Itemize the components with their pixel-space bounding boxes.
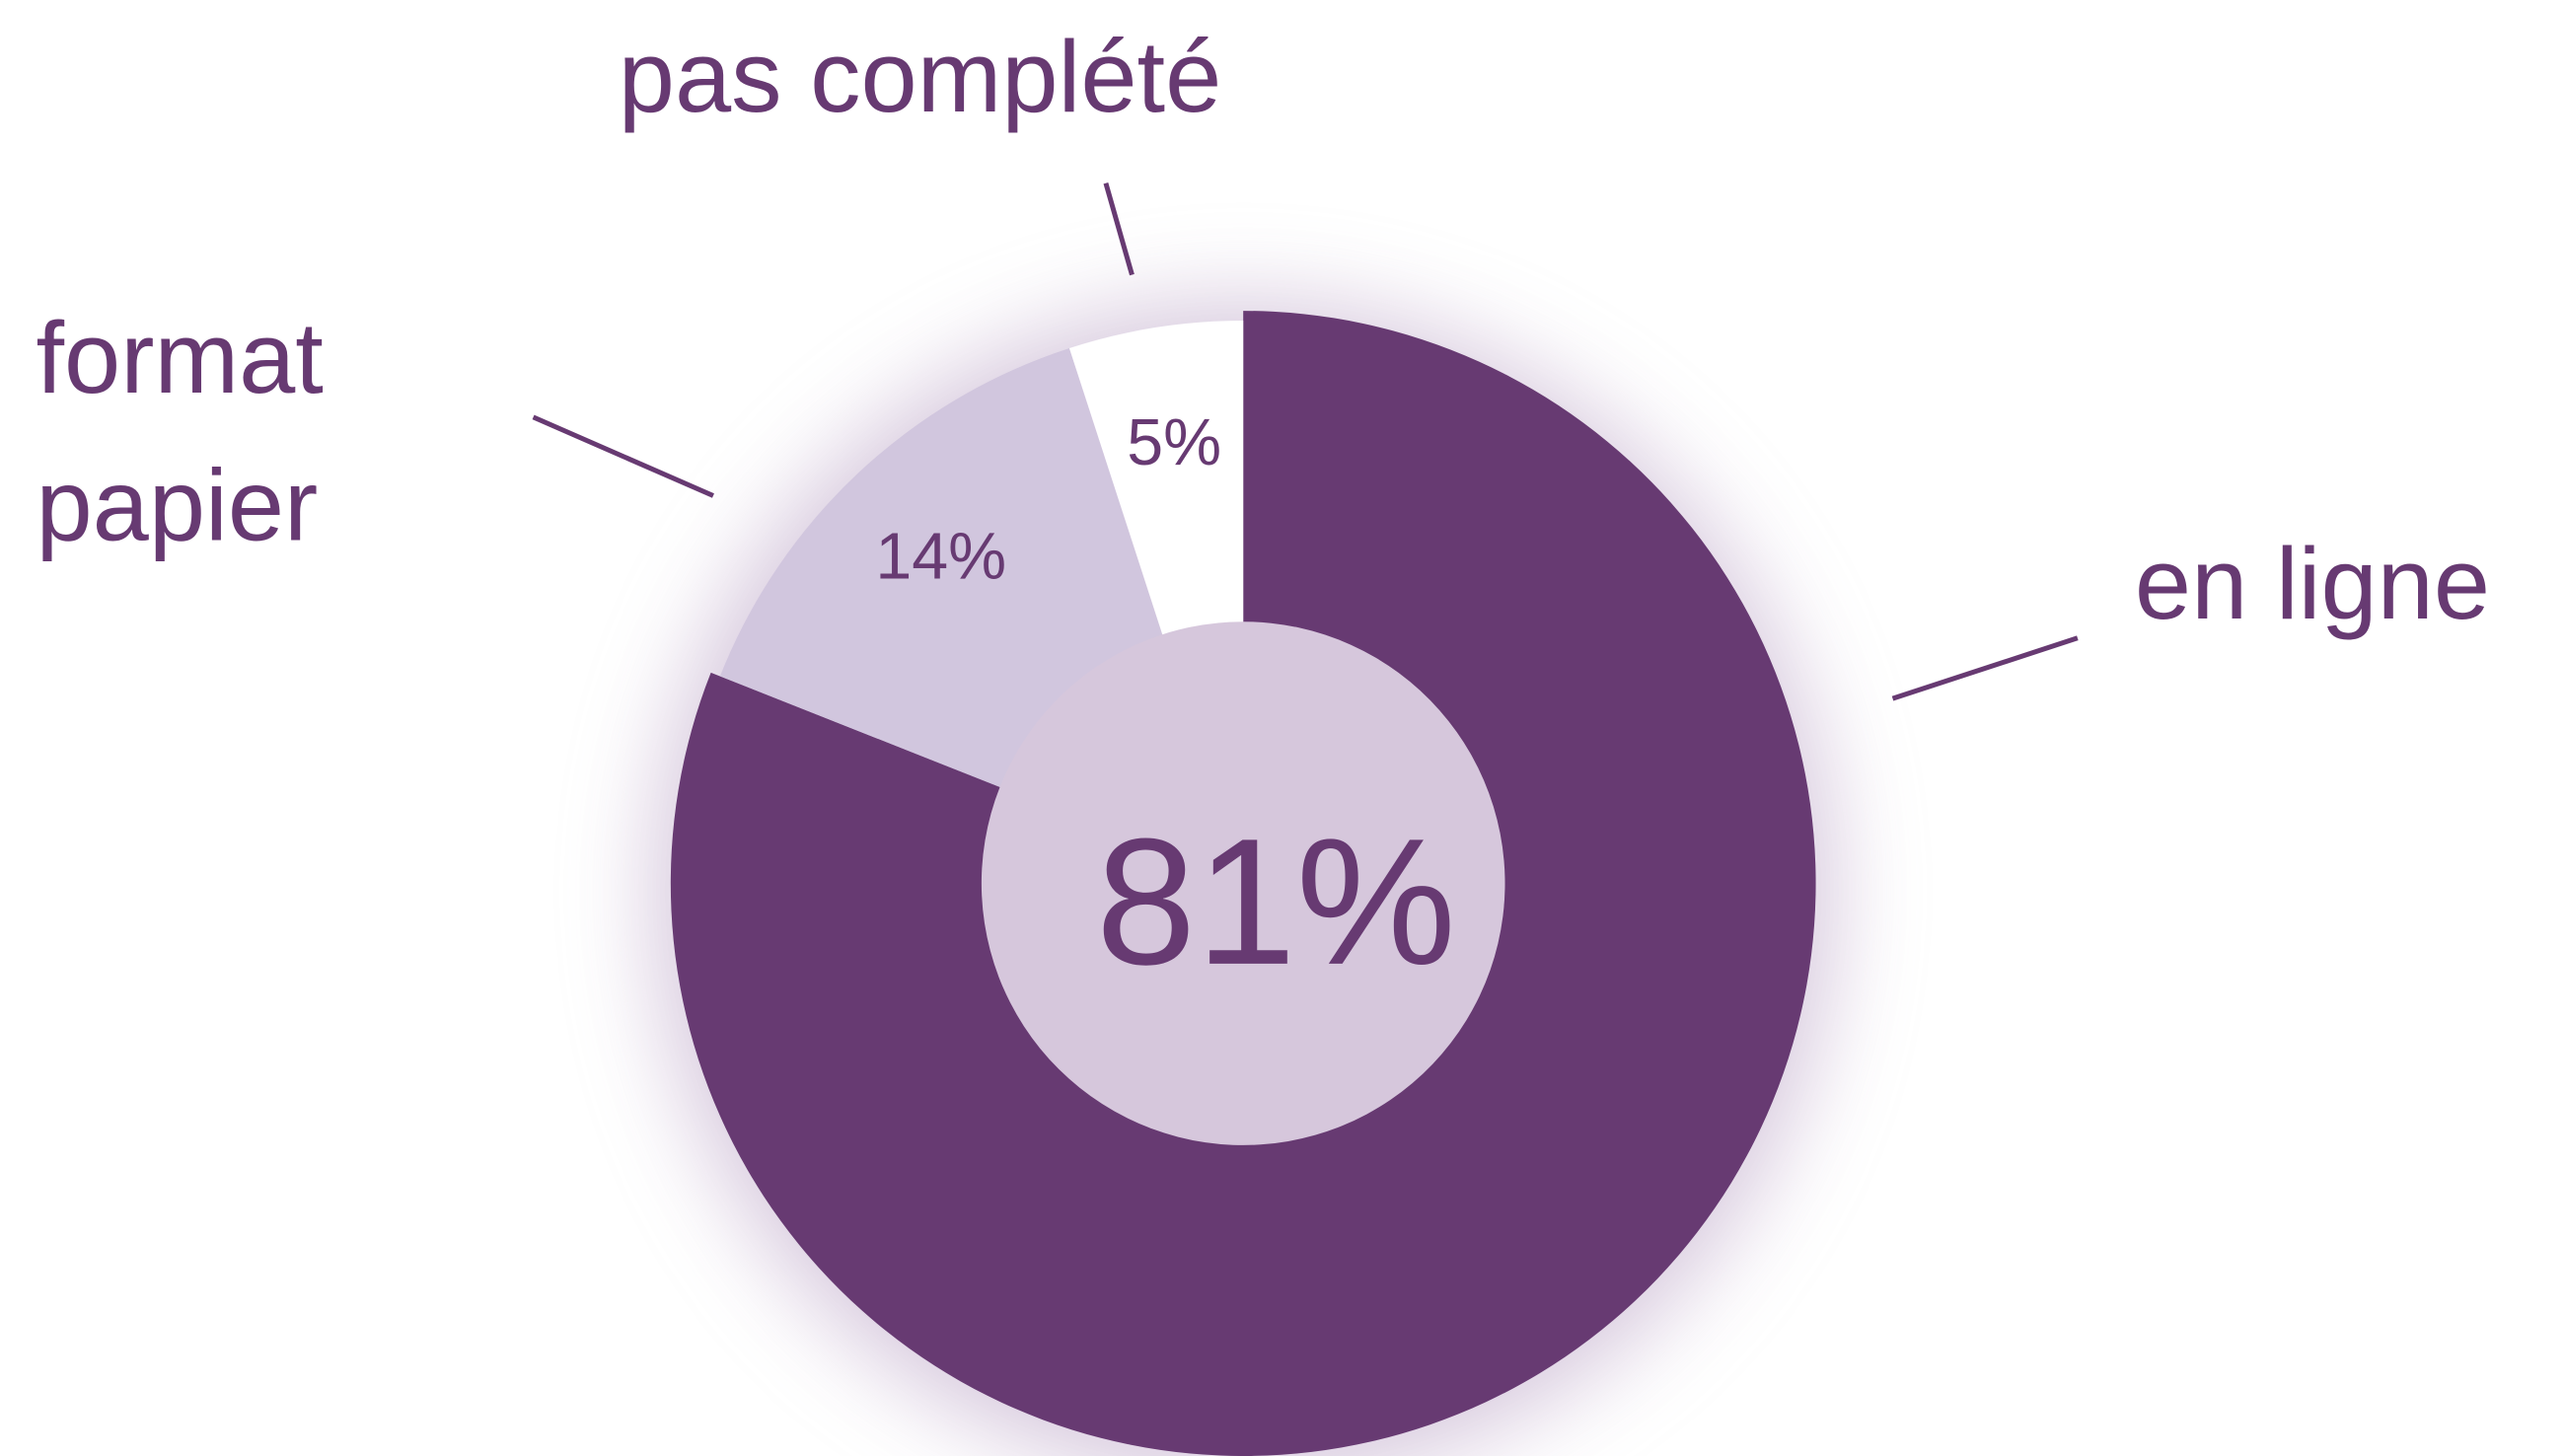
value-label: 14% [875, 521, 1006, 594]
slice [670, 311, 1816, 1456]
leader-line [1891, 635, 2079, 701]
category-label: pas complété [618, 21, 1222, 134]
slices [670, 311, 1816, 1456]
slice [1068, 321, 1244, 635]
center-label: 81% [1096, 801, 1456, 1002]
category-label: format papier [36, 302, 324, 563]
leader-line [532, 414, 714, 498]
value-label: 5% [1127, 406, 1221, 479]
leader-line [1103, 182, 1135, 276]
category-label: en ligne [2134, 528, 2491, 642]
slice [719, 347, 1163, 787]
